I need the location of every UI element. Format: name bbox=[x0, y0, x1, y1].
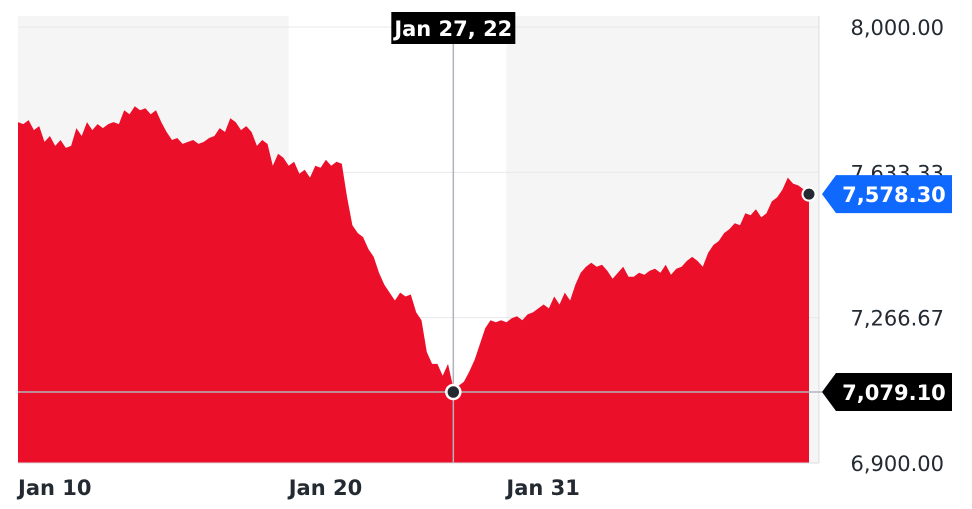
y-tick-label: 8,000.00 bbox=[850, 16, 944, 40]
crosshair-marker[interactable] bbox=[445, 383, 462, 401]
x-axis-ticks: Jan 10 Jan 20 Jan 31 bbox=[16, 476, 580, 500]
crosshair-value-flag-bg bbox=[822, 373, 952, 412]
last-price-flag: 7,578.30 bbox=[822, 175, 952, 214]
crosshair-value-label: 7,079.10 bbox=[842, 381, 946, 405]
x-tick-label: Jan 20 bbox=[287, 476, 362, 500]
crosshair-date-flag-bg bbox=[391, 12, 516, 44]
last-price-marker bbox=[801, 186, 817, 202]
y-tick-label: 6,900.00 bbox=[850, 452, 944, 476]
crosshair-value-flag: 7,079.10 bbox=[822, 373, 952, 412]
crosshair-date-flag: Jan 27, 22 bbox=[391, 12, 516, 44]
last-price-label: 7,578.30 bbox=[842, 183, 946, 207]
x-tick-label: Jan 31 bbox=[504, 476, 579, 500]
last-price-flag-bg bbox=[822, 175, 952, 214]
x-tick-label: Jan 10 bbox=[16, 476, 91, 500]
crosshair-date-label: Jan 27, 22 bbox=[392, 17, 512, 41]
y-tick-label: 7,266.67 bbox=[850, 307, 944, 331]
price-area bbox=[18, 106, 809, 464]
